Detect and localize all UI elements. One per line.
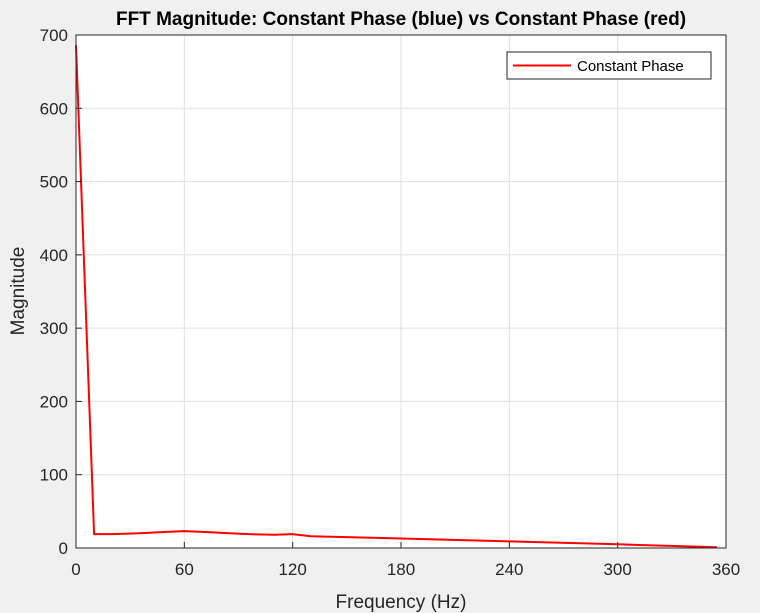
tick-labels: 0 60 120 180 240 300 360 0 100 200 300 400 500 600 700: [40, 26, 741, 579]
y-tick-label: 600: [40, 99, 68, 118]
x-tick-label: 60: [175, 560, 194, 579]
y-tick-label: 100: [40, 466, 68, 485]
y-tick-label: 200: [40, 392, 68, 411]
x-tick-label: 180: [387, 560, 415, 579]
y-axis-label: Magnitude: [8, 247, 29, 336]
series-line-constant-phase: [75, 45, 718, 549]
x-axis-label: Frequency (Hz): [336, 592, 467, 613]
x-tick-label: 0: [71, 560, 80, 579]
chart-title: FFT Magnitude: Constant Phase (blue) vs …: [116, 9, 686, 30]
legend: Constant Phase: [506, 51, 712, 80]
ticks: [75, 34, 727, 549]
y-tick-label: 400: [40, 246, 68, 265]
y-tick-label: 700: [40, 26, 68, 45]
legend-label: Constant Phase: [577, 58, 684, 75]
series-layer: [75, 45, 718, 549]
y-tick-label: 300: [40, 319, 68, 338]
y-tick-label: 500: [40, 173, 68, 192]
x-tick-label: 300: [603, 560, 631, 579]
x-tick-label: 120: [278, 560, 306, 579]
y-tick-label: 0: [59, 539, 68, 558]
x-tick-label: 360: [712, 560, 740, 579]
x-tick-label: 240: [495, 560, 523, 579]
